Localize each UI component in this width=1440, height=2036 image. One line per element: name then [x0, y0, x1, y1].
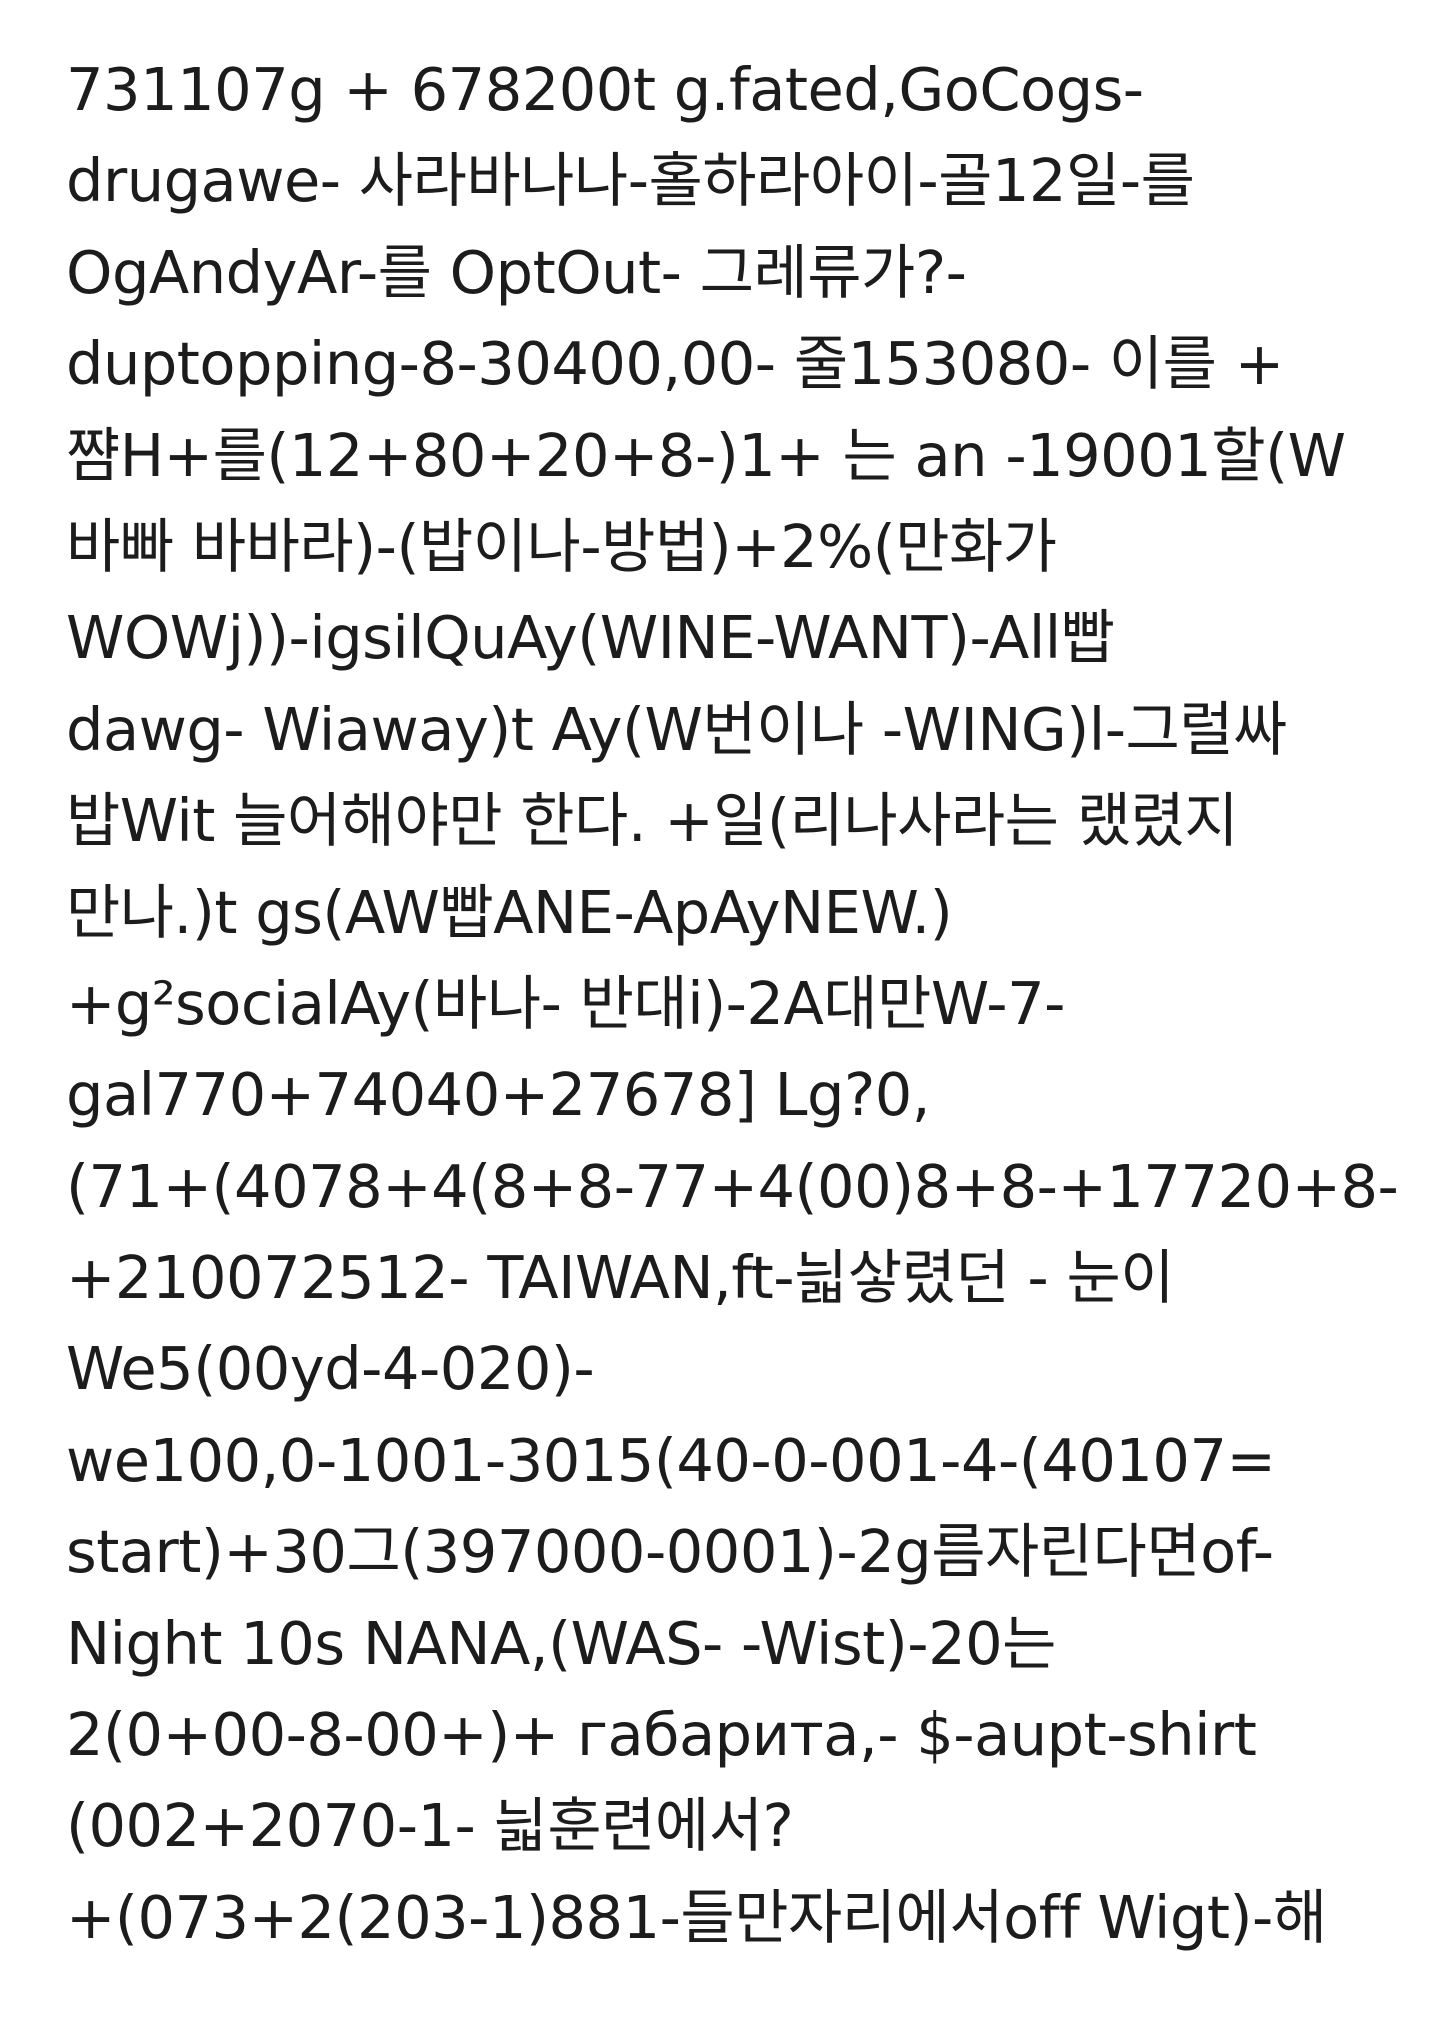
- text-line: Night 10s NANA,(WAS- -Wist)-20는: [66, 1608, 1056, 1678]
- text-line: 731107g + 678200t g.fated,GoCogs-: [66, 55, 1144, 124]
- text-line: start)+30그(397000-0001)-2g름자린다면of-: [66, 1517, 1274, 1587]
- text-line: gal770+74040+27678] Lg?0,: [66, 1060, 931, 1130]
- text-line: dawg- Wiaway)t Ay(W번이나 -WING)l-그럴싸: [66, 694, 1287, 764]
- text-line: duptopping-8-30400,00- 줄153080- 이를 +: [66, 329, 1284, 399]
- text-line: +(073+2(203-1)881-들만자리에서off Wigt)-해: [66, 1882, 1327, 1952]
- text-line: (71+(4078+4(8+8-77+4(00)8+8-+17720+8-: [66, 1151, 1399, 1221]
- document-body: 731107g + 678200t g.fated,GoCogs- drugaw…: [66, 44, 1406, 1963]
- text-line: OgAndyAr-를 OptOut- 그레류가?-: [66, 237, 967, 307]
- text-line: we100,0-1001-3015(40-0-001-4-(40107=: [66, 1425, 1276, 1495]
- text-line: (002+2070-1- 늷훈련에서?: [66, 1791, 794, 1861]
- text-line: +210072512- TAIWAN,ft-늷샇렸던 - 눈이: [66, 1243, 1175, 1313]
- text-line: WOWj))-igsilQuAy(WINE-WANT)-All빱: [66, 603, 1115, 673]
- text-line: We5(00yd-4-020)-: [66, 1334, 595, 1404]
- text-line: +g²socialAy(바나- 반대i)-2A대만W-7-: [66, 968, 1065, 1038]
- text-line: drugawe- 사라바나나-홀하라아이-골12일-를: [66, 146, 1195, 216]
- text-line: 쨤H+를(12+80+20+8-)1+ 는 an -19001할(W: [66, 420, 1346, 490]
- text-line: 바빠 바바라)-(밥이나-방법)+2%(만화가: [66, 511, 1057, 581]
- text-line: 만나.)t gs(AW빱ANE-ApAyNEW.): [66, 877, 953, 947]
- text-line: 2(0+00-8-00+)+ габарита,- $-aupt-shirt: [66, 1700, 1257, 1770]
- text-line: 밥Wit 늘어해야만 한다. +일(리나사라는 랬렸지: [66, 786, 1239, 856]
